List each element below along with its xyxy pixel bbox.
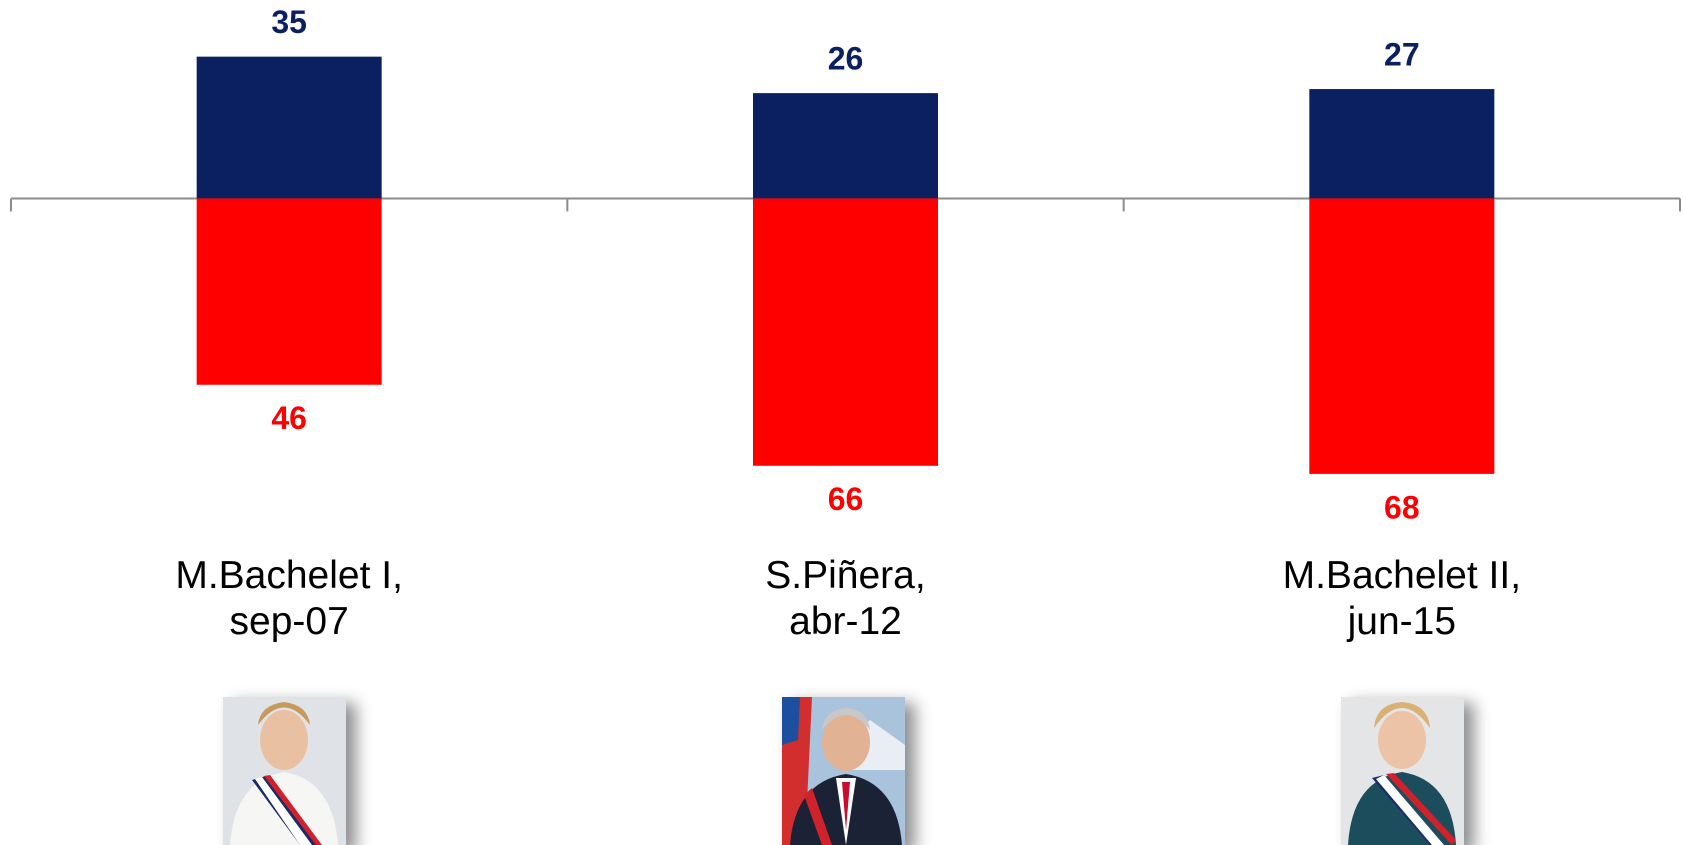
- bar: [753, 93, 938, 199]
- portrait: [223, 697, 346, 845]
- value-label: 66: [828, 481, 864, 517]
- portrait: [782, 697, 905, 845]
- bar: [1309, 89, 1495, 199]
- category-label: S.Piñera, abr-12: [765, 554, 926, 643]
- bar: [1309, 198, 1495, 474]
- portrait: [1341, 697, 1464, 845]
- category-label: M.Bachelet I, sep-07: [175, 554, 403, 643]
- value-label: 26: [828, 41, 864, 77]
- value-label: 35: [271, 4, 307, 40]
- category-label: M.Bachelet II, jun-15: [1282, 554, 1522, 643]
- bar: [753, 198, 938, 466]
- value-label: 27: [1384, 37, 1420, 73]
- bar: [196, 56, 382, 199]
- value-label: 68: [1384, 489, 1420, 525]
- bar: [196, 198, 382, 385]
- value-label: 46: [271, 400, 307, 436]
